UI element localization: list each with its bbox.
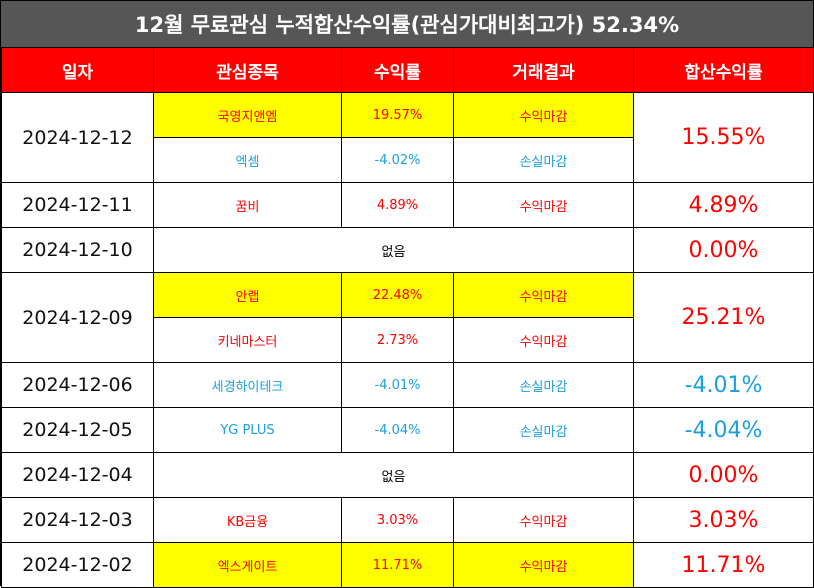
- date-cell: 2024-12-02: [1, 542, 154, 588]
- date-cell: 2024-12-04: [1, 452, 154, 498]
- return-rate-cell: 19.57%: [341, 92, 454, 138]
- table-row: 2024-12-05 YG PLUS -4.04% 손실마감 -4.04%: [1, 407, 814, 453]
- date-cell: 2024-12-06: [1, 362, 154, 408]
- table-row: 2024-12-02 엑스게이트 11.71% 수익마감 11.71%: [1, 542, 814, 588]
- trade-result-cell: 수익마감: [453, 182, 634, 228]
- stock-name-cell: 국영지앤엠: [153, 92, 342, 138]
- total-return-cell: 0.00%: [633, 452, 814, 498]
- table-row: 2024-12-06 세경하이테크 -4.01% 손실마감 -4.01%: [1, 362, 814, 408]
- stock-name-cell: 엑셈: [153, 137, 342, 183]
- stock-name-cell: KB금융: [153, 497, 342, 543]
- total-return-cell: -4.01%: [633, 362, 814, 408]
- returns-table: 일자 관심종목 수익률 거래결과 합산수익률 2024-12-12 국영지앤엠 19…: [1, 47, 814, 588]
- stock-name-cell: YG PLUS: [153, 407, 342, 453]
- return-rate-cell: 11.71%: [341, 542, 454, 588]
- return-rate-cell: -4.01%: [341, 362, 454, 408]
- page-title: 12월 무료관심 누적합산수익률(관심가대비최고가) 52.34%: [1, 1, 813, 47]
- return-rate-cell: -4.04%: [341, 407, 454, 453]
- table-row: 2024-12-09 안랩 22.48% 수익마감 25.21%: [1, 272, 814, 363]
- header-rate: 수익률: [341, 47, 454, 93]
- trade-result-cell: 수익마감: [453, 497, 634, 543]
- date-cell: 2024-12-12: [1, 92, 154, 183]
- total-return-cell: 3.03%: [633, 497, 814, 543]
- table-row: 2024-12-12 국영지앤엠 19.57% 수익마감 15.55%: [1, 92, 814, 183]
- table-row: 2024-12-03 KB금융 3.03% 수익마감 3.03%: [1, 497, 814, 543]
- table-row: 2024-12-11 꿈비 4.89% 수익마감 4.89%: [1, 182, 814, 228]
- trade-result-cell: 손실마감: [453, 362, 634, 408]
- total-return-cell: -4.04%: [633, 407, 814, 453]
- return-rate-cell: -4.02%: [341, 137, 454, 183]
- trade-result-cell: 수익마감: [453, 92, 634, 138]
- trade-result-cell: 손실마감: [453, 407, 634, 453]
- header-result: 거래결과: [453, 47, 634, 93]
- total-return-cell: 0.00%: [633, 227, 814, 273]
- table-body: 2024-12-12 국영지앤엠 19.57% 수익마감 15.55% 엑셈 -4.02% 손…: [1, 92, 814, 588]
- date-cell: 2024-12-05: [1, 407, 154, 453]
- total-return-cell: 11.71%: [633, 542, 814, 588]
- table-row: 2024-12-04 없음 0.00%: [1, 452, 814, 498]
- header-row: 일자 관심종목 수익률 거래결과 합산수익률: [1, 47, 814, 93]
- table-row: 2024-12-10 없음 0.00%: [1, 227, 814, 273]
- return-rate-cell: 2.73%: [341, 317, 454, 363]
- trade-result-cell: 수익마감: [453, 542, 634, 588]
- trade-result-cell: 수익마감: [453, 317, 634, 363]
- stock-name-cell: 안랩: [153, 272, 342, 318]
- header-total: 합산수익률: [633, 47, 814, 93]
- return-rate-cell: 3.03%: [341, 497, 454, 543]
- date-cell: 2024-12-11: [1, 182, 154, 228]
- no-pick-cell: 없음: [153, 227, 634, 273]
- header-stock: 관심종목: [153, 47, 342, 93]
- total-return-cell: 4.89%: [633, 182, 814, 228]
- date-cell: 2024-12-09: [1, 272, 154, 363]
- total-return-cell: 25.21%: [633, 272, 814, 363]
- header-date: 일자: [1, 47, 154, 93]
- trade-result-cell: 수익마감: [453, 272, 634, 318]
- stock-name-cell: 키네마스터: [153, 317, 342, 363]
- return-rate-cell: 4.89%: [341, 182, 454, 228]
- date-cell: 2024-12-03: [1, 497, 154, 543]
- table-row: 엑셈 -4.02% 손실마감: [2, 137, 814, 183]
- stock-name-cell: 세경하이테크: [153, 362, 342, 408]
- no-pick-cell: 없음: [153, 452, 634, 498]
- trade-result-cell: 손실마감: [453, 137, 634, 183]
- stock-name-cell: 엑스게이트: [153, 542, 342, 588]
- stock-name-cell: 꿈비: [153, 182, 342, 228]
- table-row: 키네마스터 2.73% 수익마감: [2, 317, 814, 363]
- date-cell: 2024-12-10: [1, 227, 154, 273]
- total-return-cell: 15.55%: [633, 92, 814, 183]
- return-rate-cell: 22.48%: [341, 272, 454, 318]
